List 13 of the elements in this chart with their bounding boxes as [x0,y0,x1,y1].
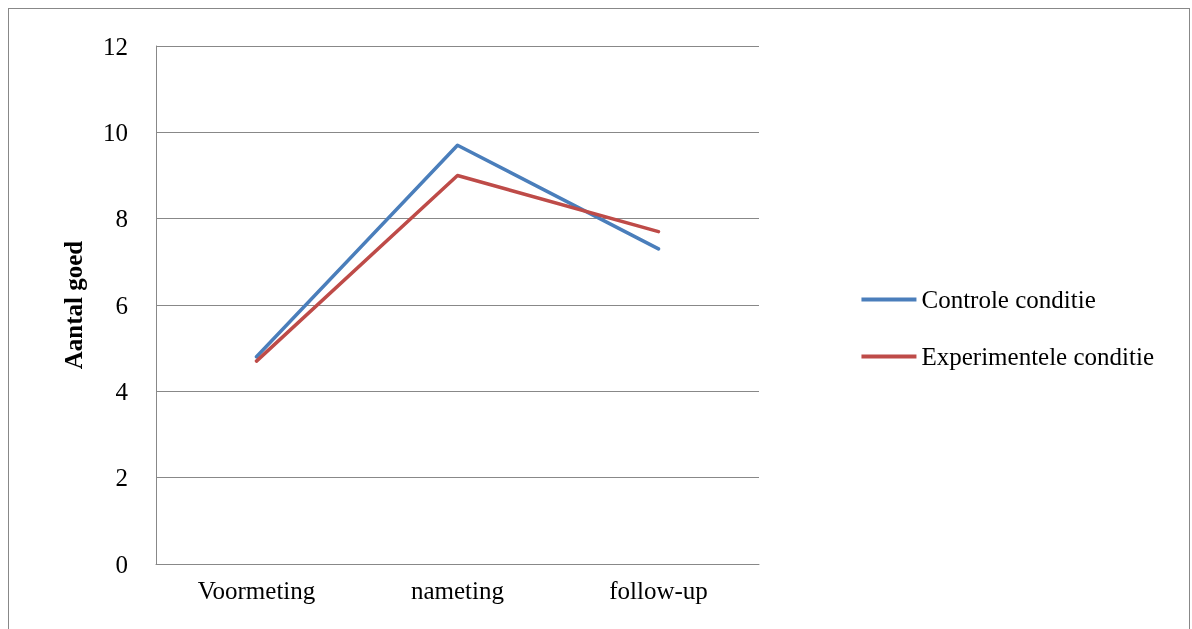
y-axis-title: Aantal goed [60,240,87,370]
y-tick-label: 12 [103,32,128,60]
legend-label: Experimentele conditie [921,343,1154,370]
x-tick-label: nameting [410,577,505,604]
y-tick-label: 2 [115,464,128,492]
legend-label: Controle conditie [921,286,1096,313]
y-tick-label: 6 [115,291,128,319]
y-tick-label: 0 [115,550,128,578]
y-tick-label: 4 [115,377,129,405]
x-tick-label: Voormeting [197,577,316,604]
x-tick-label: follow-up [609,577,708,604]
y-tick-label: 10 [103,118,128,146]
y-tick-label: 8 [115,205,128,233]
